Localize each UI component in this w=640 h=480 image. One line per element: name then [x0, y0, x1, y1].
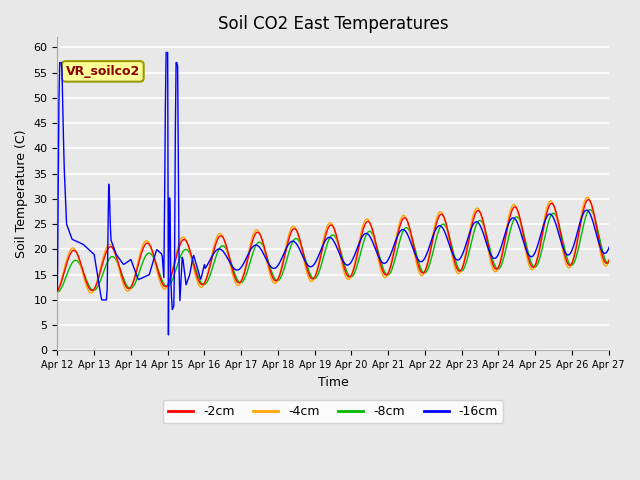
-4cm: [174, 245, 182, 251]
-4cm: [534, 253, 541, 259]
-4cm: [602, 263, 609, 269]
Legend: -2cm, -4cm, -8cm, -16cm: -2cm, -4cm, -8cm, -16cm: [163, 400, 503, 423]
Text: VR_soilco2: VR_soilco2: [66, 65, 140, 78]
Line: -4cm: -4cm: [58, 197, 609, 293]
-16cm: [534, 240, 542, 246]
-8cm: [533, 263, 541, 268]
-8cm: [601, 256, 609, 262]
-2cm: [54, 288, 61, 294]
-4cm: [198, 284, 205, 290]
-2cm: [196, 281, 204, 287]
-16cm: [602, 250, 609, 256]
-16cm: [164, 332, 172, 338]
-8cm: [586, 207, 594, 213]
-16cm: [175, 167, 182, 173]
-8cm: [605, 260, 613, 265]
-8cm: [472, 224, 479, 230]
-2cm: [173, 252, 180, 258]
-2cm: [472, 210, 479, 216]
-4cm: [472, 205, 480, 211]
-2cm: [292, 228, 300, 233]
-8cm: [54, 289, 61, 295]
-16cm: [294, 243, 301, 249]
Line: -2cm: -2cm: [58, 200, 609, 291]
Line: -16cm: -16cm: [58, 52, 609, 335]
-4cm: [605, 256, 613, 262]
-16cm: [198, 271, 206, 277]
Title: Soil CO2 East Temperatures: Soil CO2 East Temperatures: [218, 15, 449, 33]
-16cm: [473, 219, 481, 225]
-8cm: [196, 279, 204, 285]
-8cm: [292, 236, 300, 241]
-16cm: [163, 49, 170, 55]
Y-axis label: Soil Temperature (C): Soil Temperature (C): [15, 130, 28, 258]
X-axis label: Time: Time: [317, 376, 348, 389]
-2cm: [605, 256, 613, 262]
-8cm: [173, 264, 180, 270]
-4cm: [54, 289, 61, 295]
-4cm: [87, 290, 95, 296]
-2cm: [601, 259, 609, 265]
-4cm: [584, 194, 591, 200]
-2cm: [533, 258, 541, 264]
-4cm: [293, 228, 301, 234]
-16cm: [605, 243, 613, 249]
-2cm: [584, 197, 592, 203]
-16cm: [54, 287, 61, 293]
Line: -8cm: -8cm: [58, 210, 609, 292]
